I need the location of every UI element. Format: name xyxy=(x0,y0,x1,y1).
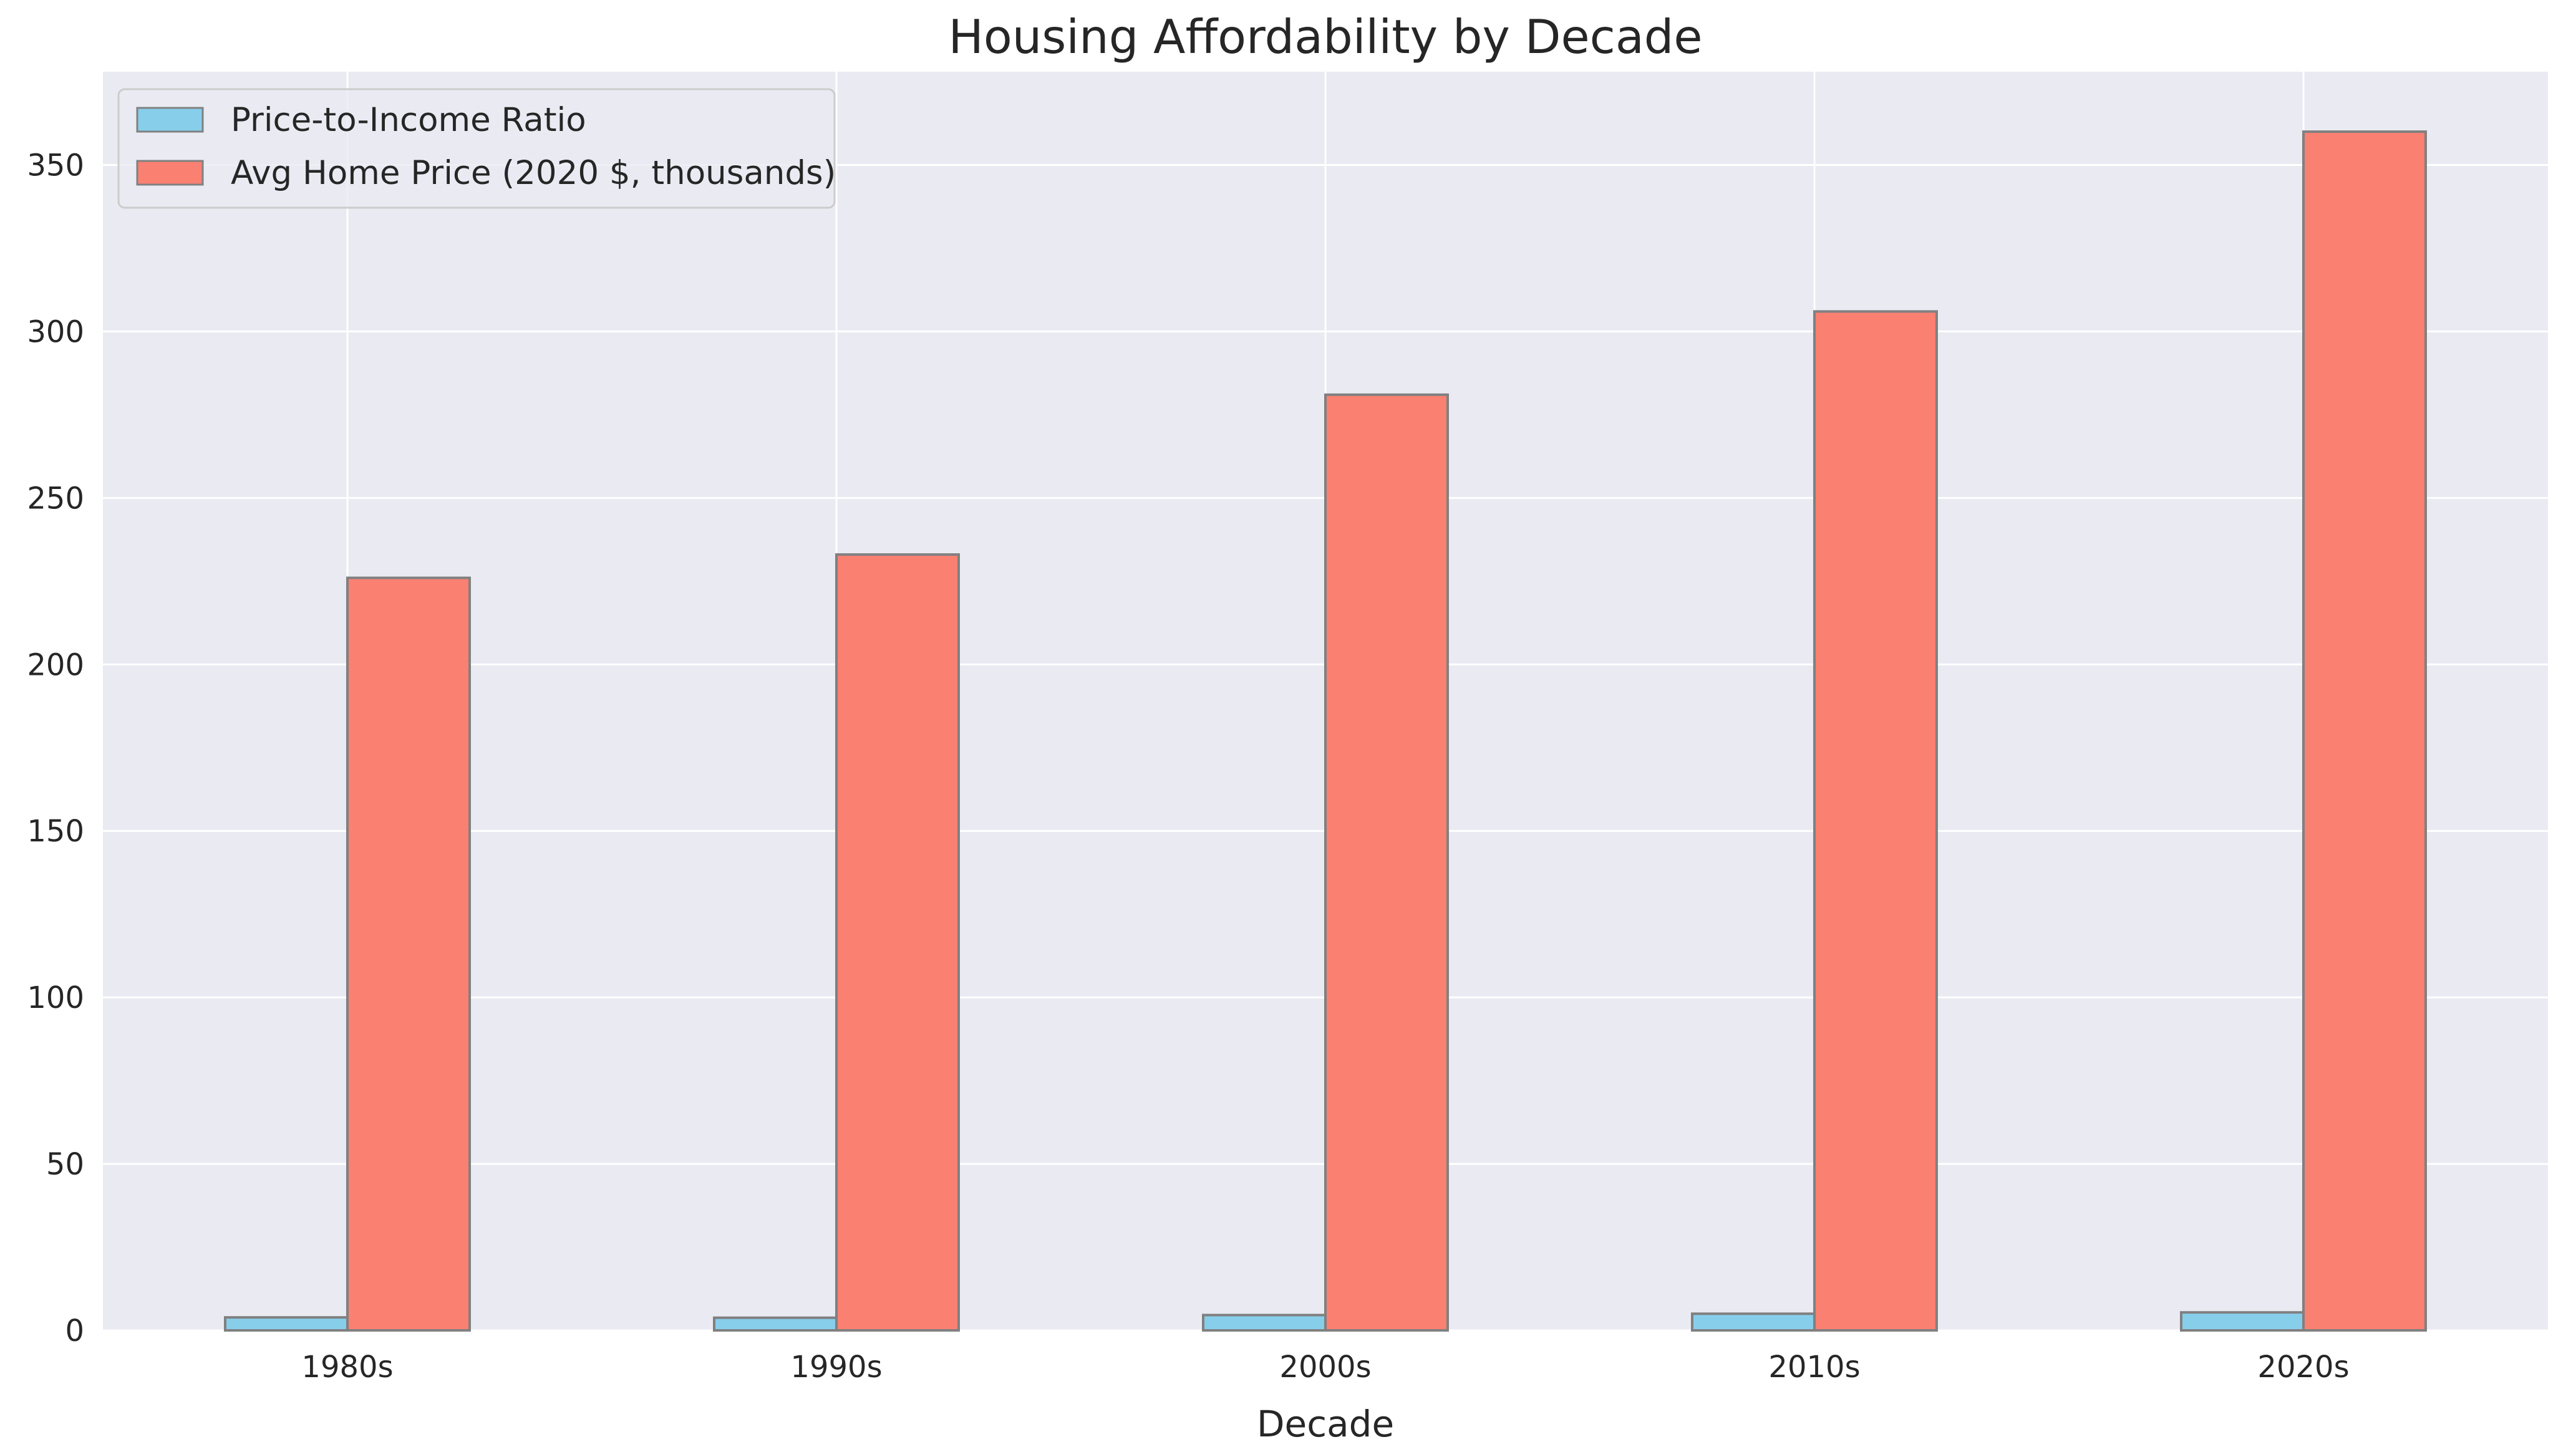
y-tick-label: 0 xyxy=(65,1314,84,1348)
bar-avg-home-price-1980s xyxy=(346,576,471,1332)
bar-avg-home-price-2020s xyxy=(2302,130,2427,1332)
legend-swatch-avg-home-price xyxy=(136,160,204,186)
x-tick-label: 2000s xyxy=(1279,1350,1371,1385)
legend-box xyxy=(117,88,836,209)
bar-price-to-income-1990s xyxy=(713,1316,838,1332)
legend-label: Price-to-Income Ratio xyxy=(231,101,586,139)
legend-swatch-price-to-income xyxy=(136,107,204,133)
y-tick-label: 300 xyxy=(27,314,84,349)
legend: Price-to-Income Ratio Avg Home Price (202… xyxy=(117,88,836,209)
legend-label: Avg Home Price (2020 $, thousands) xyxy=(231,154,836,192)
x-axis-label: Decade xyxy=(1257,1403,1394,1445)
y-tick-label: 100 xyxy=(27,980,84,1015)
x-tick-label: 2020s xyxy=(2257,1350,2349,1385)
y-tick-label: 150 xyxy=(27,814,84,849)
bar-avg-home-price-1990s xyxy=(835,553,960,1332)
x-axis-ticks: 1980s 1990s 2000s 2010s 2020s xyxy=(301,1350,2349,1385)
chart-title: Housing Affordability by Decade xyxy=(948,9,1702,64)
x-tick-label: 1990s xyxy=(790,1350,882,1385)
y-tick-label: 200 xyxy=(27,647,84,682)
y-tick-label: 50 xyxy=(46,1147,84,1182)
bar-price-to-income-2000s xyxy=(1202,1314,1327,1332)
x-tick-label: 2010s xyxy=(1768,1350,1860,1385)
bar-price-to-income-2020s xyxy=(2180,1311,2305,1332)
y-axis-ticks: 0 50 100 150 200 250 300 350 xyxy=(27,148,84,1348)
y-tick-label: 250 xyxy=(27,481,84,516)
bar-avg-home-price-2010s xyxy=(1813,310,1938,1332)
bars xyxy=(224,130,2427,1332)
y-tick-label: 350 xyxy=(27,148,84,183)
bar-avg-home-price-2000s xyxy=(1324,393,1449,1332)
bar-price-to-income-2010s xyxy=(1691,1312,1816,1332)
x-tick-label: 1980s xyxy=(301,1350,393,1385)
bar-price-to-income-1980s xyxy=(224,1316,349,1332)
